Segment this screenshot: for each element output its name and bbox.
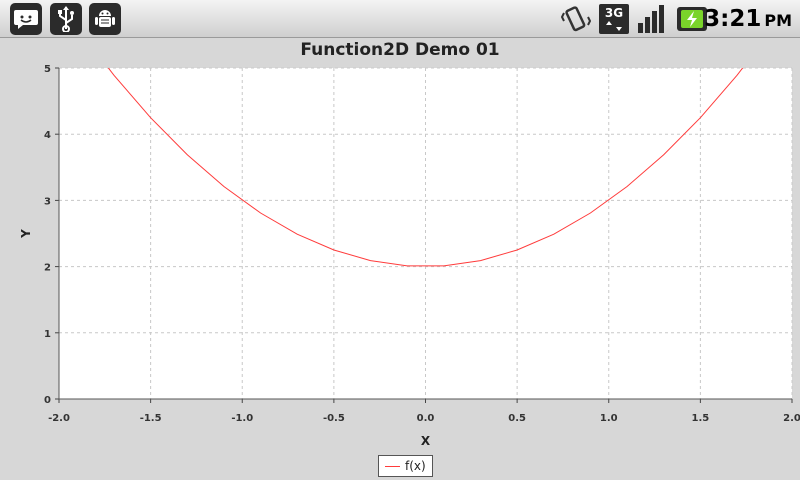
y-axis-label: Y: [19, 229, 33, 239]
network-label: 3G: [605, 6, 623, 20]
y-tick-label: 0: [44, 395, 51, 406]
y-tick-label: 3: [44, 196, 51, 207]
function-chart: -2.0 -1.5 -1.0 -0.5 0.0 0.5 1.0 1.5 2.0 0 1 2 3 4 5 X Y: [19, 64, 800, 448]
legend: f(x): [378, 455, 433, 477]
clock-ampm: PM: [764, 11, 792, 30]
y-tick-label: 5: [44, 64, 51, 75]
y-tick-label: 1: [44, 329, 51, 340]
x-tick-label: 0.5: [508, 413, 526, 424]
vibrate-icon: [560, 3, 592, 35]
x-tick-label: -2.0: [48, 413, 70, 424]
chart-title: Function2D Demo 01: [300, 40, 500, 60]
clock: 3:21 PM: [704, 3, 792, 35]
3g-signal-icon: 3G: [598, 3, 630, 35]
legend-label-fx: f(x): [405, 459, 426, 473]
signal-strength-icon: [636, 3, 668, 35]
x-tick-label: 1.0: [600, 413, 618, 424]
y-tick-label: 2: [44, 263, 51, 274]
usb-icon[interactable]: [50, 3, 82, 35]
series-line-fx: [107, 68, 744, 267]
battery-charging-icon: [676, 3, 708, 35]
clock-time: 3:21: [704, 6, 762, 32]
chat-bubble-icon[interactable]: [10, 3, 42, 35]
x-tick-label: 1.5: [692, 413, 710, 424]
x-tick-label: 2.0: [783, 413, 800, 424]
x-axis-label: X: [421, 434, 431, 448]
legend-swatch: [385, 465, 400, 467]
x-tick-label: -0.5: [323, 413, 345, 424]
x-tick-label: -1.0: [231, 413, 253, 424]
android-debug-icon[interactable]: [89, 3, 121, 35]
x-tick-label: 0.0: [417, 413, 435, 424]
status-bar: 3G 3:21 PM: [0, 0, 800, 38]
x-tick-label: -1.5: [140, 413, 162, 424]
y-tick-label: 4: [44, 130, 51, 141]
